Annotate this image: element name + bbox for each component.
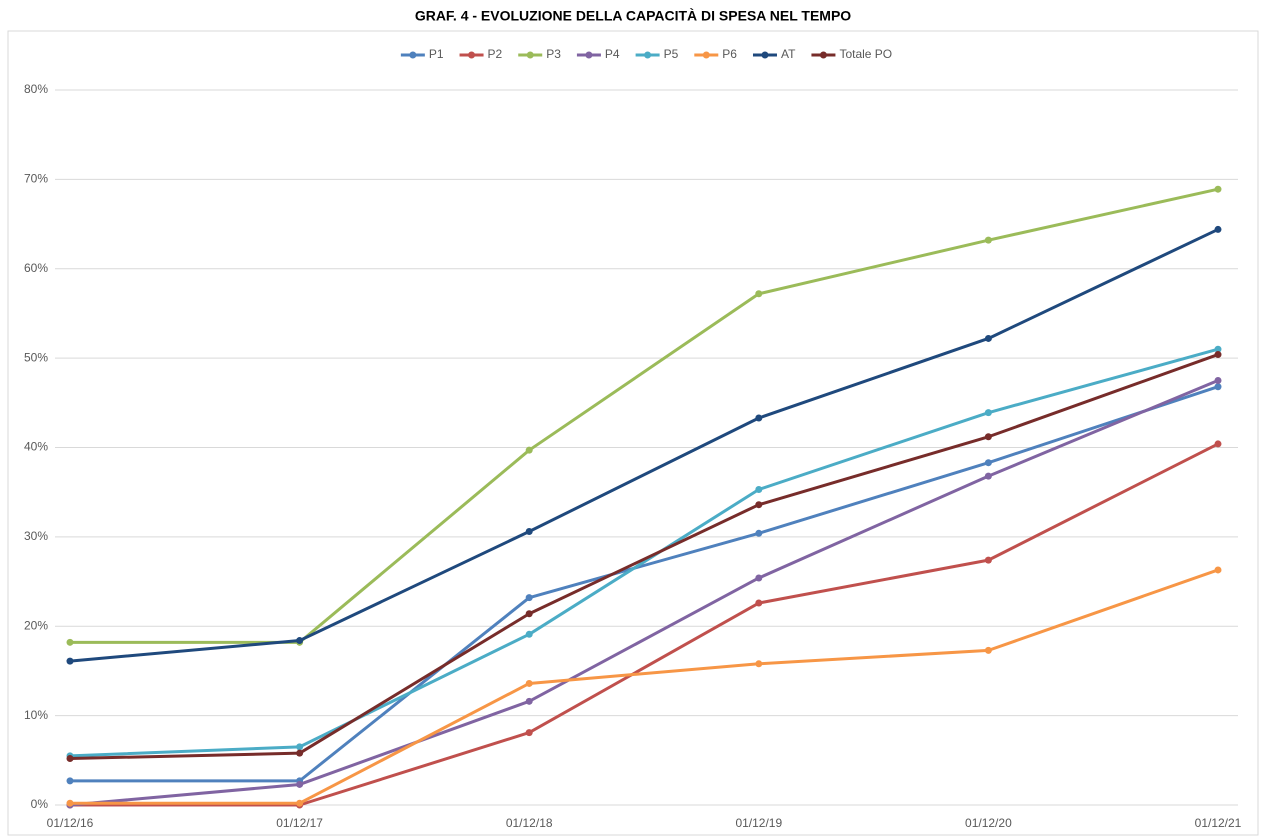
data-point: [755, 574, 763, 582]
legend-item: P5: [635, 47, 679, 61]
legend-marker: [702, 51, 710, 59]
y-tick-label: 50%: [24, 350, 48, 364]
data-point: [296, 799, 304, 807]
y-tick-label: 80%: [24, 82, 48, 96]
series-line: [69, 228, 1219, 663]
data-point: [1214, 345, 1222, 353]
legend-marker: [761, 51, 769, 59]
data-point: [66, 657, 74, 665]
y-tick-label: 40%: [24, 440, 48, 454]
data-point: [1214, 376, 1222, 384]
data-point: [984, 433, 992, 441]
series-line: [70, 568, 1219, 805]
series-line: [70, 187, 1219, 644]
data-point: [984, 334, 992, 342]
data-point: [984, 472, 992, 480]
data-point: [525, 594, 533, 602]
data-point: [755, 660, 763, 668]
x-tick-label: 01/12/17: [276, 816, 323, 830]
data-point: [984, 459, 992, 467]
data-point: [1214, 351, 1222, 359]
data-point: [1214, 185, 1222, 193]
legend-item: AT: [752, 47, 796, 61]
y-tick-label: 0%: [31, 797, 49, 811]
data-point: [66, 638, 74, 646]
data-point: [755, 599, 763, 607]
legend-item: P2: [459, 47, 503, 61]
x-tick-label: 01/12/16: [47, 816, 94, 830]
data-point: [755, 486, 763, 494]
y-tick-label: 70%: [24, 172, 48, 186]
data-point: [525, 528, 533, 536]
x-tick-label: 01/12/20: [965, 816, 1012, 830]
series-line: [69, 379, 1219, 807]
data-point: [525, 679, 533, 687]
data-point: [525, 446, 533, 454]
legend-label: P6: [722, 47, 737, 61]
chart-frame: [7, 30, 1259, 836]
data-point: [984, 646, 992, 654]
data-point: [984, 556, 992, 564]
series-line: [70, 442, 1219, 807]
data-point: [1214, 225, 1222, 233]
data-point: [525, 697, 533, 705]
legend-item: Totale PO: [811, 47, 892, 61]
data-point: [525, 610, 533, 618]
data-point: [984, 409, 992, 417]
legend-item: P6: [694, 47, 737, 61]
data-point: [755, 290, 763, 298]
legend-label: P1: [429, 47, 444, 61]
data-point: [1214, 440, 1222, 448]
legend-marker: [644, 51, 652, 59]
data-point: [296, 743, 304, 751]
series-line: [69, 353, 1219, 761]
legend-marker: [468, 51, 476, 59]
legend-label: P5: [664, 47, 679, 61]
legend-item: P3: [518, 47, 561, 61]
data-point: [296, 637, 304, 645]
data-point: [296, 749, 304, 757]
legend-label: P2: [488, 47, 503, 61]
data-point: [66, 799, 74, 807]
data-point: [296, 780, 304, 788]
legend-label: P4: [605, 47, 620, 61]
data-point: [66, 755, 74, 763]
x-tick-label: 01/12/21: [1195, 816, 1242, 830]
legend-item: P4: [576, 47, 620, 61]
data-point: [984, 236, 992, 244]
legend-marker: [526, 51, 534, 59]
data-point: [66, 777, 74, 785]
chart-title: GRAF. 4 - EVOLUZIONE DELLA CAPACITÀ DI S…: [415, 8, 851, 24]
series-line: [69, 347, 1219, 758]
series-line: [70, 385, 1219, 783]
data-point: [755, 414, 763, 422]
x-tick-label: 01/12/19: [735, 816, 782, 830]
y-tick-label: 10%: [24, 708, 48, 722]
legend-item: P1: [400, 47, 444, 61]
data-point: [1214, 566, 1222, 574]
x-tick-label: 01/12/18: [506, 816, 553, 830]
legend-label: P3: [546, 47, 561, 61]
legend-label: Totale PO: [839, 47, 892, 61]
data-point: [755, 529, 763, 537]
legend-marker: [819, 51, 827, 59]
legend-label: AT: [781, 47, 796, 61]
data-point: [1214, 383, 1222, 391]
legend-marker: [409, 51, 417, 59]
data-point: [755, 501, 763, 509]
y-tick-label: 30%: [24, 529, 48, 543]
data-point: [525, 630, 533, 638]
y-tick-label: 20%: [24, 618, 48, 632]
legend-marker: [585, 51, 593, 59]
y-tick-label: 60%: [24, 261, 48, 275]
data-point: [525, 729, 533, 737]
